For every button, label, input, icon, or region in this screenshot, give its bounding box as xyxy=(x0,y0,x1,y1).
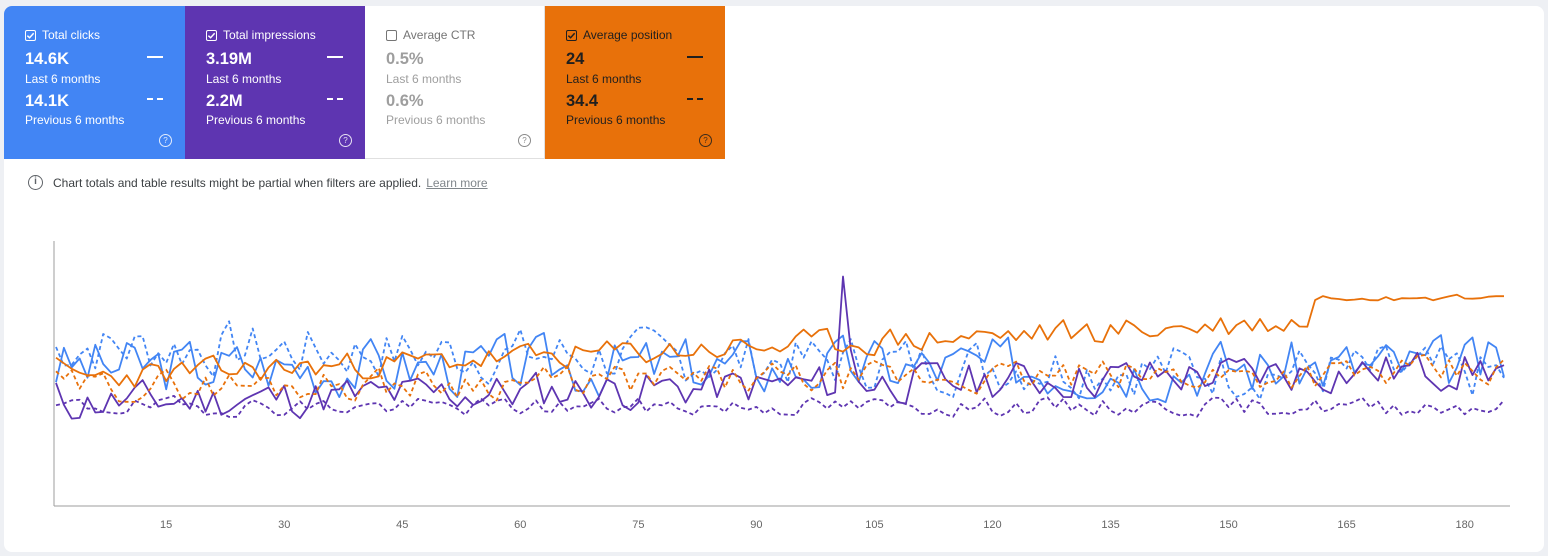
previous-value: 2.2M xyxy=(206,92,243,110)
previous-period: Previous 6 months xyxy=(566,113,666,127)
x-tick-label: 45 xyxy=(396,519,408,531)
previous-period: Previous 6 months xyxy=(206,113,306,127)
previous-period: Previous 6 months xyxy=(25,113,125,127)
current-value: 3.19M xyxy=(206,50,252,68)
card-header: Total clicks xyxy=(25,28,100,42)
series-line-clicks-current[interactable] xyxy=(55,331,1505,404)
x-tick-label: 180 xyxy=(1455,519,1473,531)
card-label: Average position xyxy=(583,28,673,42)
performance-panel: Total clicks 14.6K Last 6 months 14.1K P… xyxy=(4,6,1544,552)
checkbox-unchecked-icon[interactable] xyxy=(386,29,397,41)
solid-line-legend-icon xyxy=(147,56,163,58)
card-label: Average CTR xyxy=(403,28,476,42)
series-line-clicks-previous[interactable] xyxy=(55,320,1505,401)
help-icon[interactable]: ? xyxy=(159,134,172,147)
card-label: Total clicks xyxy=(42,28,101,42)
card-header: Average CTR xyxy=(386,28,475,42)
x-tick-label: 60 xyxy=(514,519,526,531)
series-line-position-current[interactable] xyxy=(55,293,1504,388)
x-tick-label: 165 xyxy=(1337,519,1355,531)
series-line-position-previous[interactable] xyxy=(55,354,1505,403)
current-period: Last 6 months xyxy=(566,72,642,86)
current-period: Last 6 months xyxy=(25,72,101,86)
info-icon: i xyxy=(28,175,43,190)
dashed-line-legend-icon xyxy=(147,98,163,100)
learn-more-link[interactable]: Learn more xyxy=(426,175,488,190)
performance-chart: 15 30 45 60 75 90 105 120 135 150 165 180 xyxy=(53,241,1510,531)
checkbox-checked-icon[interactable] xyxy=(566,29,577,41)
series-layer xyxy=(55,275,1505,420)
notice-text: Chart totals and table results might be … xyxy=(53,175,422,190)
previous-value: 14.1K xyxy=(25,92,70,110)
checkbox-checked-icon[interactable] xyxy=(25,29,36,41)
x-tick-label: 105 xyxy=(865,519,883,531)
x-tick-label: 15 xyxy=(160,519,172,531)
x-tick-label: 75 xyxy=(632,519,644,531)
card-total-clicks[interactable]: Total clicks 14.6K Last 6 months 14.1K P… xyxy=(4,6,185,159)
help-icon[interactable]: ? xyxy=(699,134,712,147)
card-label: Total impressions xyxy=(223,28,316,42)
series-line-impressions-previous[interactable] xyxy=(55,394,1505,418)
card-average-position[interactable]: Average position 24 Last 6 months 34.4 P… xyxy=(545,6,725,159)
dashed-line-legend-icon xyxy=(687,98,703,100)
card-average-ctr[interactable]: Average CTR 0.5% Last 6 months 0.6% Prev… xyxy=(365,6,545,159)
current-period: Last 6 months xyxy=(386,72,462,86)
x-axis-ticks: 15 30 45 60 75 90 105 120 135 150 165 180 xyxy=(160,519,1474,531)
checkbox-checked-icon[interactable] xyxy=(206,29,217,41)
solid-line-legend-icon xyxy=(687,56,703,58)
solid-line-legend-icon xyxy=(327,56,343,58)
metric-cards: Total clicks 14.6K Last 6 months 14.1K P… xyxy=(4,6,725,159)
series-line-impressions-current[interactable] xyxy=(55,275,1505,420)
help-icon[interactable]: ? xyxy=(518,134,531,147)
dashed-line-legend-icon xyxy=(327,98,343,100)
help-icon[interactable]: ? xyxy=(339,134,352,147)
current-value: 0.5% xyxy=(386,50,424,68)
x-tick-label: 30 xyxy=(278,519,290,531)
x-tick-label: 120 xyxy=(983,519,1001,531)
previous-value: 34.4 xyxy=(566,92,599,110)
card-header: Average position xyxy=(566,28,672,42)
x-tick-label: 90 xyxy=(750,519,762,531)
x-tick-label: 135 xyxy=(1101,519,1119,531)
filter-notice: i Chart totals and table results might b… xyxy=(28,175,488,190)
previous-value: 0.6% xyxy=(386,92,424,110)
x-tick-label: 150 xyxy=(1219,519,1237,531)
current-value: 24 xyxy=(566,50,585,68)
current-period: Last 6 months xyxy=(206,72,282,86)
card-total-impressions[interactable]: Total impressions 3.19M Last 6 months 2.… xyxy=(185,6,365,159)
current-value: 14.6K xyxy=(25,50,70,68)
previous-period: Previous 6 months xyxy=(386,113,486,127)
card-header: Total impressions xyxy=(206,28,316,42)
